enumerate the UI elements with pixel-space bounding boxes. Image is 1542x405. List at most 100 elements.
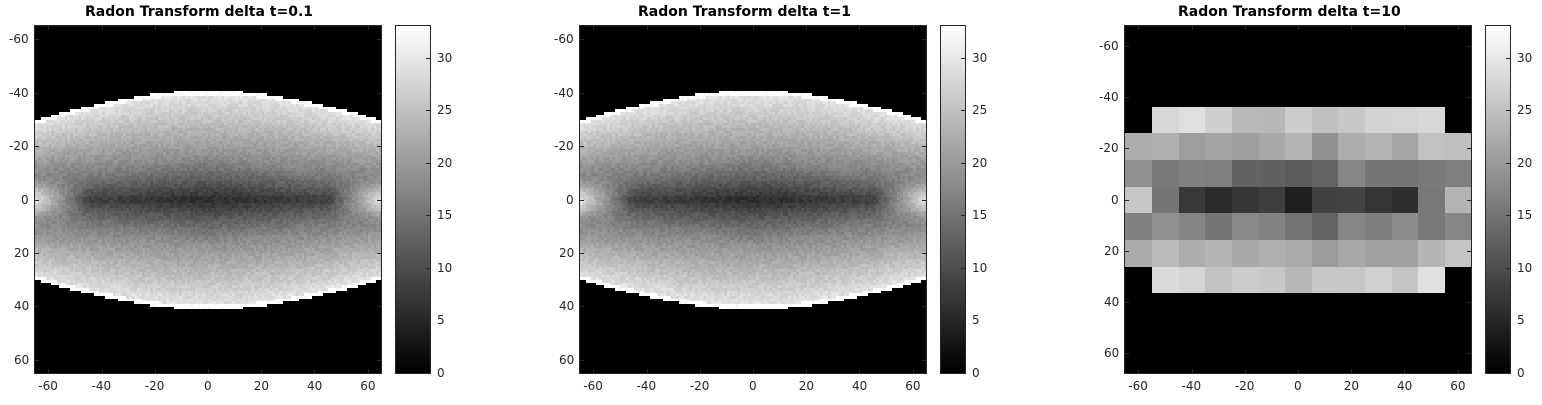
y-tick-mark <box>1125 301 1129 303</box>
x-tick-mark <box>1457 369 1459 373</box>
y-tick-label: -60 <box>1099 39 1119 54</box>
colorbar <box>395 25 431 374</box>
y-tick-mark <box>1125 352 1129 354</box>
y-tick-label: -40 <box>554 85 574 100</box>
y-tick-label: 20 <box>1104 243 1120 258</box>
x-tick-label: 0 <box>204 379 212 393</box>
x-tick-mark <box>806 26 808 30</box>
x-tick-mark <box>1351 26 1353 30</box>
colorbar-tick-label: 0 <box>437 366 445 380</box>
chart-title: Radon Transform delta t=10 <box>1178 4 1401 20</box>
colorbar-tick-label: 25 <box>972 103 988 118</box>
x-tick-mark <box>208 26 209 30</box>
colorbar-tick-label: 25 <box>1517 103 1533 118</box>
x-tick-label: 40 <box>1396 379 1413 393</box>
colorbar-tick-mark <box>1506 215 1510 217</box>
x-tick-mark <box>646 369 648 373</box>
x-tick-mark <box>261 26 263 30</box>
y-tick-mark <box>35 92 39 94</box>
y-tick-mark <box>1467 352 1471 354</box>
y-tick-mark <box>1125 46 1129 48</box>
x-tick-label: -60 <box>583 379 603 393</box>
colorbar-tick-mark <box>1506 373 1510 374</box>
x-tick-label: 60 <box>1450 379 1466 393</box>
x-tick-mark <box>1138 369 1140 373</box>
x-tick-mark <box>154 26 156 30</box>
colorbar-tick-label: 15 <box>1517 208 1533 223</box>
colorbar-tick-mark <box>961 320 965 322</box>
x-tick-mark <box>753 369 754 373</box>
x-tick-mark <box>593 26 595 30</box>
y-tick-mark <box>35 306 39 308</box>
colorbar <box>1485 25 1511 374</box>
y-tick-label: 0 <box>21 192 29 207</box>
x-tick-label: -60 <box>1128 379 1148 393</box>
x-tick-mark <box>1298 26 1299 30</box>
y-tick-mark <box>1125 148 1129 150</box>
y-tick-label: -40 <box>9 85 29 100</box>
heatmap-plot-area <box>579 25 927 374</box>
x-tick-label: 0 <box>749 379 757 393</box>
y-tick-mark <box>580 146 584 148</box>
colorbar-tick-mark <box>961 215 965 217</box>
y-tick-mark <box>1125 97 1129 99</box>
x-tick-label: -20 <box>144 379 165 393</box>
x-tick-mark <box>912 369 914 373</box>
x-tick-label: -40 <box>636 379 657 393</box>
heatmap-plot-area <box>1124 25 1472 374</box>
y-tick-label: -40 <box>1099 90 1119 105</box>
x-tick-mark <box>806 369 808 373</box>
x-tick-mark <box>367 369 369 373</box>
y-tick-label: -20 <box>9 139 29 154</box>
y-tick-mark <box>922 252 926 254</box>
y-tick-mark <box>35 252 39 254</box>
x-tick-mark <box>1191 26 1193 30</box>
y-tick-mark <box>1467 46 1471 48</box>
x-tick-mark <box>48 369 50 373</box>
x-tick-label: -20 <box>1234 379 1255 393</box>
colorbar-tick-label: 5 <box>972 313 980 328</box>
x-tick-mark <box>859 369 861 373</box>
y-tick-mark <box>1125 250 1129 252</box>
colorbar-tick-label: 20 <box>437 155 453 170</box>
x-tick-label: 40 <box>851 379 868 393</box>
x-tick-label: -60 <box>38 379 58 393</box>
y-tick-label: -60 <box>554 32 574 47</box>
colorbar-tick-label: 25 <box>437 103 453 118</box>
y-tick-mark <box>1125 199 1129 201</box>
colorbar-tick-mark <box>426 373 430 374</box>
y-tick-mark <box>1467 199 1471 201</box>
x-tick-label: 20 <box>1343 379 1359 393</box>
y-tick-mark <box>580 199 584 201</box>
colorbar-tick-mark <box>961 373 965 374</box>
x-tick-mark <box>859 26 861 30</box>
y-tick-mark <box>922 359 926 361</box>
y-tick-mark <box>580 252 584 254</box>
x-tick-label: 20 <box>253 379 269 393</box>
y-tick-mark <box>922 92 926 94</box>
x-tick-mark <box>1404 369 1406 373</box>
colorbar-tick-mark <box>1506 162 1510 164</box>
x-tick-mark <box>1298 369 1299 373</box>
colorbar-tick-mark <box>426 320 430 322</box>
colorbar-tick-label: 5 <box>1517 313 1525 328</box>
colorbar-tick-mark <box>1506 267 1510 269</box>
x-tick-mark <box>593 369 595 373</box>
colorbar-tick-label: 10 <box>972 260 988 275</box>
colorbar-tick-label: 20 <box>1517 155 1533 170</box>
colorbar-gradient <box>941 26 965 373</box>
colorbar-tick-label: 5 <box>437 313 445 328</box>
x-tick-mark <box>101 369 103 373</box>
colorbar-gradient <box>396 26 430 373</box>
x-tick-label: -20 <box>689 379 710 393</box>
y-tick-label: 60 <box>559 352 575 367</box>
y-tick-mark <box>35 359 39 361</box>
y-tick-label: 20 <box>559 245 575 260</box>
x-tick-mark <box>314 369 316 373</box>
colorbar-tick-label: 0 <box>972 366 980 380</box>
y-tick-mark <box>377 92 381 94</box>
colorbar-tick-label: 15 <box>972 208 988 223</box>
